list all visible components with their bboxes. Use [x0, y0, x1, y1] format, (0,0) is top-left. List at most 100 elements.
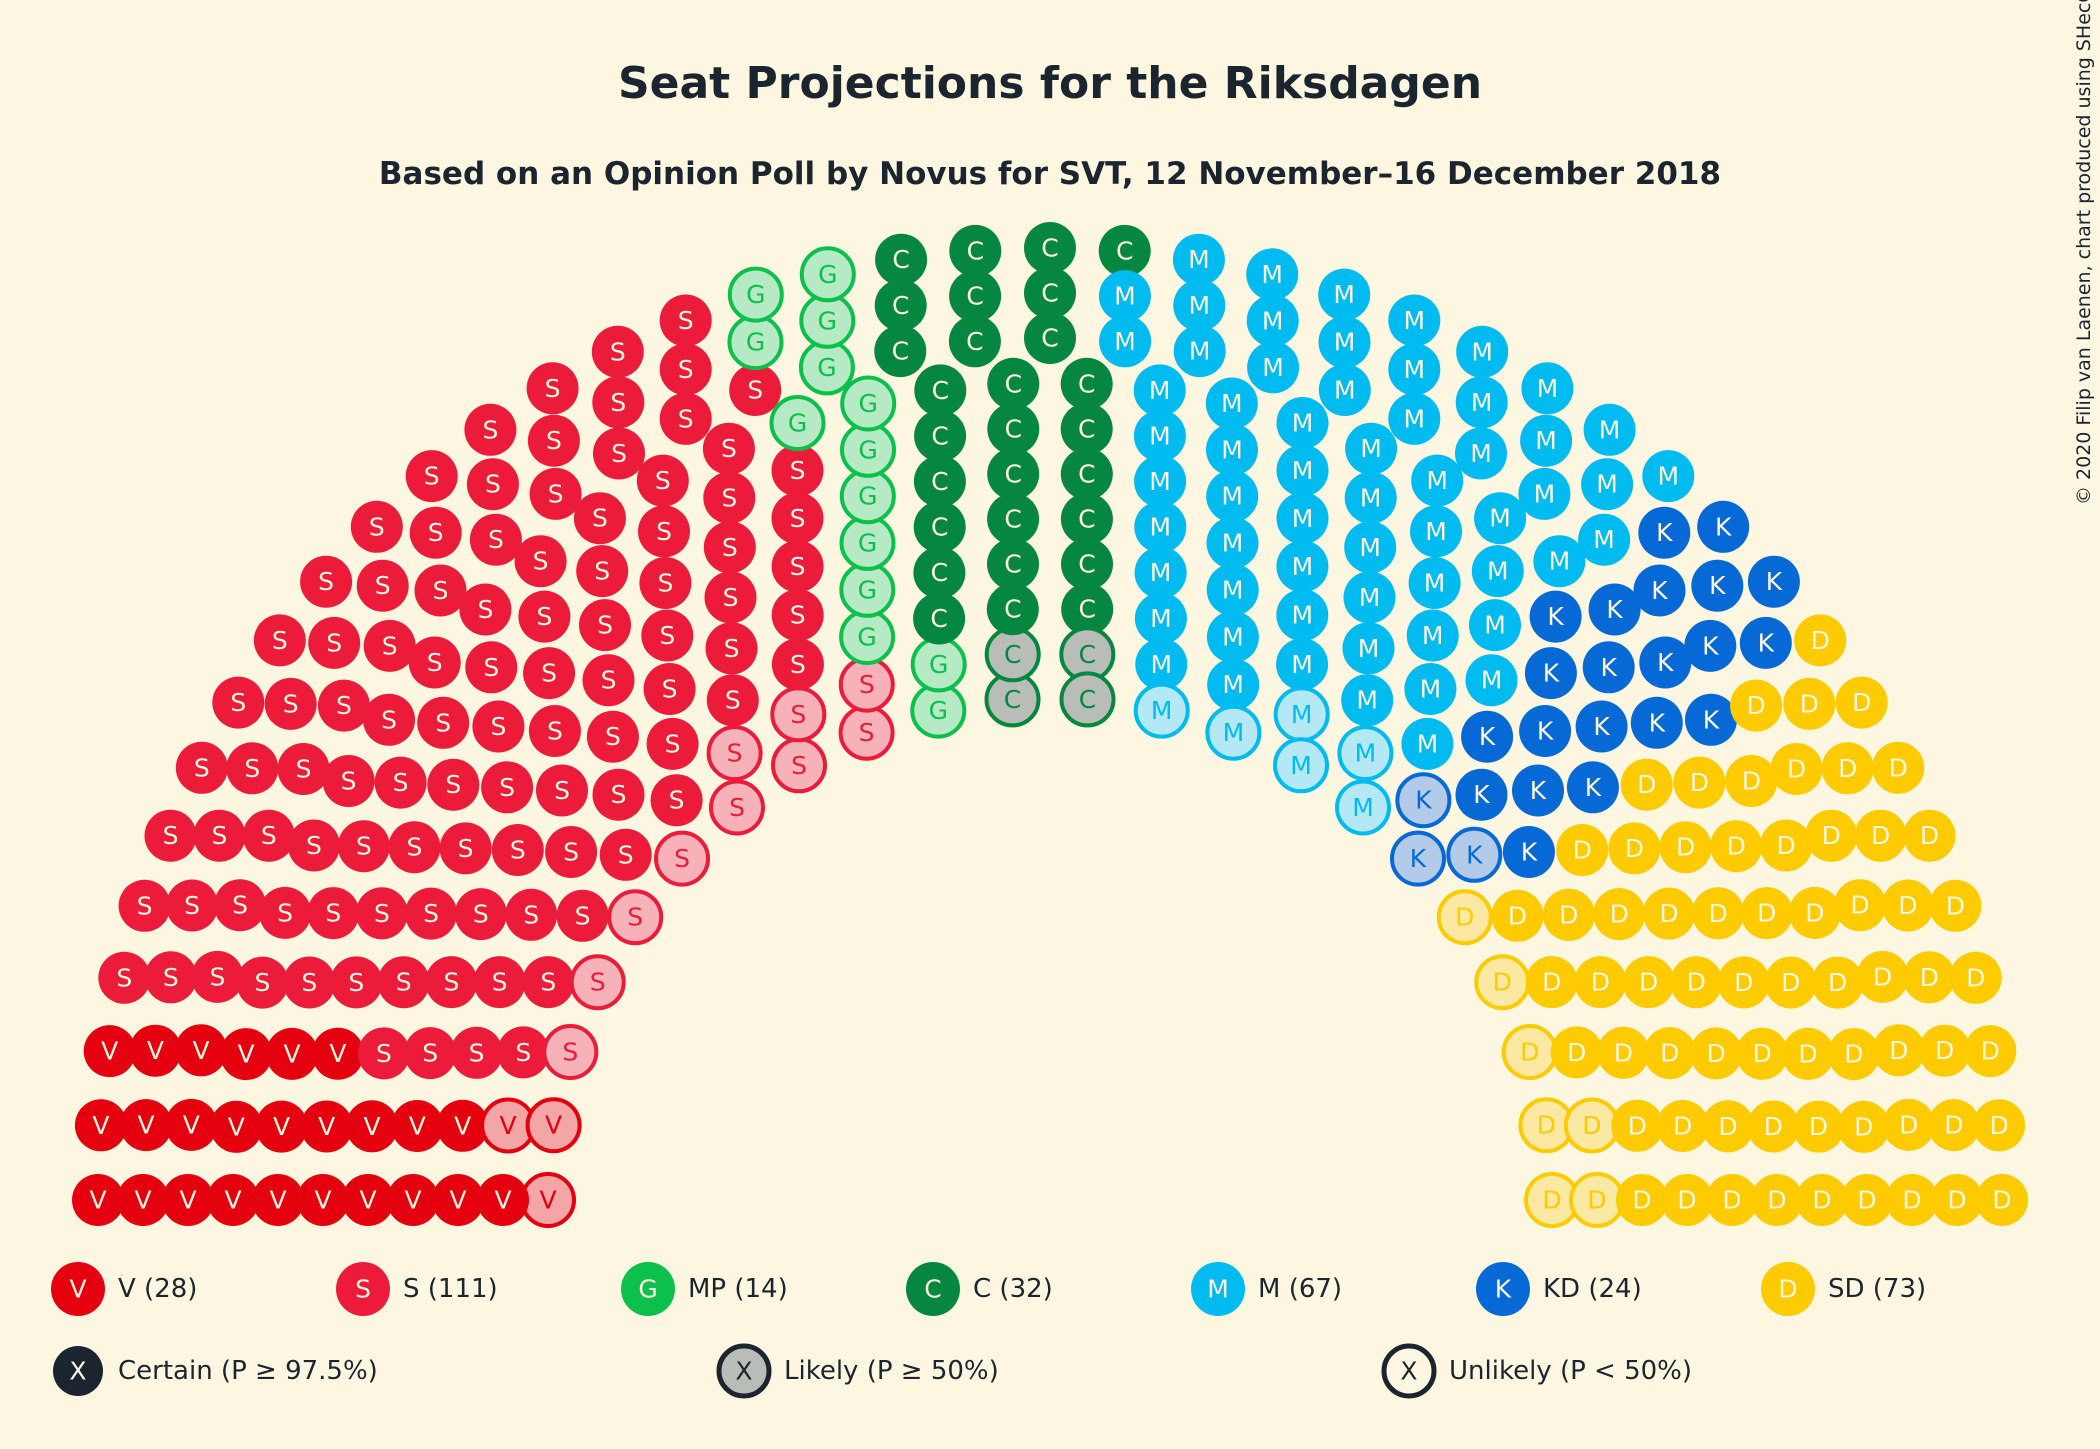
- seat-sd: D: [1690, 1027, 1743, 1080]
- seat-letter: G: [858, 528, 877, 557]
- seat-mp: G: [839, 561, 896, 618]
- seat-kd: K: [1747, 555, 1800, 608]
- seat-letter: S: [523, 900, 539, 929]
- seat-v: V: [207, 1174, 259, 1226]
- seat-sd: D: [1854, 809, 1907, 862]
- seat-c: C: [1098, 224, 1151, 277]
- seat-circle: [1388, 392, 1441, 445]
- legend-swatch-letter: S: [355, 1275, 371, 1304]
- seat-mp: G: [839, 468, 896, 525]
- seat-letter: D: [1567, 1038, 1586, 1067]
- seat-letter: S: [261, 821, 277, 850]
- seat-s: S: [646, 717, 699, 770]
- seat-letter: M: [1593, 525, 1615, 554]
- seat-letter: D: [1776, 831, 1795, 860]
- seat-circle: [1697, 500, 1750, 553]
- seat-c: C: [987, 447, 1040, 500]
- seat-m: M: [1410, 505, 1462, 558]
- seat-letter: S: [232, 891, 248, 920]
- seat-letter: C: [1116, 236, 1133, 265]
- seat-s: S: [706, 674, 759, 727]
- seat-sd: D: [1706, 1174, 1758, 1226]
- seat-circle: [1550, 1026, 1603, 1079]
- seat-s: S: [729, 364, 782, 416]
- seat-circle: [297, 1174, 349, 1226]
- seat-s: S: [472, 700, 525, 753]
- seat-kd: K: [1455, 768, 1508, 821]
- seat-v: V: [520, 1172, 576, 1228]
- seat-circle: [466, 458, 519, 511]
- certainty-swatch: [716, 1343, 772, 1399]
- seat-m: M: [1276, 638, 1329, 691]
- legend-item-mp: G MP (14): [621, 1262, 788, 1316]
- seat-sd: D: [1491, 889, 1544, 942]
- seat-circle: [1620, 758, 1673, 811]
- seat-s: S: [591, 325, 644, 378]
- seat-letter: M: [1262, 353, 1284, 382]
- seat-circle: [1827, 1028, 1880, 1081]
- seat-s: S: [771, 492, 824, 545]
- seat-letter: M: [1222, 623, 1244, 652]
- seat-letter: D: [1828, 968, 1847, 997]
- seat-m: M: [1134, 546, 1187, 599]
- seat-letter: S: [562, 1038, 578, 1067]
- seat-m: M: [1246, 294, 1299, 347]
- seat-letter: M: [1222, 575, 1244, 604]
- seat-circle: [1406, 609, 1459, 662]
- seat-sd: D: [1856, 950, 1909, 1003]
- seat-sd: D: [1882, 1098, 1935, 1151]
- legend-label: MP (14): [688, 1274, 788, 1304]
- seat-s: S: [704, 571, 757, 624]
- seat-letter: S: [325, 899, 341, 928]
- seat-s: S: [465, 641, 518, 694]
- seat-v: V: [72, 1174, 124, 1226]
- seat-letter: S: [163, 821, 179, 850]
- seat-letter: S: [859, 718, 875, 747]
- seat-circle: [346, 1100, 398, 1153]
- seat-letter: S: [575, 901, 591, 930]
- seat-sd: D: [1931, 1174, 1983, 1226]
- seat-letter: V: [101, 1037, 118, 1066]
- seat-circle: [556, 889, 609, 942]
- seat-s: S: [771, 737, 827, 794]
- seat-circle: [1616, 1174, 1668, 1226]
- seat-s: S: [473, 956, 526, 1009]
- seat-s: S: [505, 888, 558, 941]
- seat-circle: [477, 1174, 529, 1226]
- seat-m: M: [1206, 423, 1258, 476]
- seat-s: S: [703, 521, 756, 574]
- seat-sd: D: [1788, 886, 1841, 939]
- seat-letter: D: [1889, 1036, 1908, 1065]
- seat-letter: K: [1537, 717, 1554, 746]
- chart-title: Seat Projections for the Riksdagen: [618, 58, 1482, 109]
- seat-letter: D: [1746, 691, 1765, 720]
- seat-letter: D: [1764, 1112, 1783, 1141]
- seat-letter: V: [404, 1186, 421, 1215]
- seat-circle: [1276, 397, 1329, 449]
- seat-circle: [1446, 826, 1503, 883]
- seat-circle: [307, 887, 360, 940]
- seat-circle: [987, 357, 1040, 410]
- seat-m: M: [1342, 622, 1395, 675]
- seat-s: S: [144, 809, 197, 862]
- seat-circle: [1512, 764, 1564, 817]
- seat-letter: S: [545, 374, 561, 403]
- seat-letter: S: [678, 404, 694, 433]
- seat-circle: [1246, 248, 1299, 301]
- seat-circle: [727, 266, 784, 323]
- seat-circle: [1673, 756, 1726, 809]
- seat-s: S: [377, 956, 430, 1009]
- seat-letter: D: [1659, 899, 1678, 928]
- seat-circle: [1794, 614, 1847, 667]
- seat-s: S: [592, 768, 645, 821]
- seat-sd: D: [1764, 956, 1817, 1009]
- seat-letter: K: [1543, 659, 1560, 688]
- seat-s: S: [582, 654, 635, 707]
- seat-circle: [1135, 638, 1188, 691]
- seat-letter: S: [790, 601, 806, 630]
- seat-circle: [439, 822, 492, 875]
- seat-sd: D: [1841, 1174, 1893, 1226]
- seat-letter: S: [376, 1039, 392, 1068]
- seat-letter: V: [409, 1112, 426, 1141]
- seat-circle: [1643, 887, 1695, 940]
